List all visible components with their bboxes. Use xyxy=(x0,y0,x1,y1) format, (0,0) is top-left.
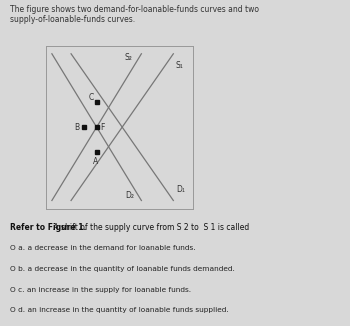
Text: A shift of the supply curve from S 2 to  S 1 is called: A shift of the supply curve from S 2 to … xyxy=(51,223,249,232)
Text: Refer to Figure 1.: Refer to Figure 1. xyxy=(10,223,87,232)
Text: The figure shows two demand-for-loanable-funds curves and two supply-of-loanable: The figure shows two demand-for-loanable… xyxy=(10,5,259,24)
Text: A: A xyxy=(93,157,99,166)
Text: B: B xyxy=(74,123,79,132)
Text: D₁: D₁ xyxy=(176,185,185,194)
Text: O a. a decrease in the demand for loanable funds.: O a. a decrease in the demand for loanab… xyxy=(10,245,196,251)
Text: S₂: S₂ xyxy=(125,52,133,62)
Text: C: C xyxy=(88,93,93,102)
Text: O c. an increase in the supply for loanable funds.: O c. an increase in the supply for loana… xyxy=(10,287,192,292)
Text: S₁: S₁ xyxy=(176,61,184,70)
Text: O d. an increase in the quantity of loanable funds supplied.: O d. an increase in the quantity of loan… xyxy=(10,307,229,313)
Text: D₂: D₂ xyxy=(125,191,134,200)
Text: O b. a decrease in the quantity of loanable funds demanded.: O b. a decrease in the quantity of loana… xyxy=(10,266,235,272)
Text: F: F xyxy=(100,123,105,132)
